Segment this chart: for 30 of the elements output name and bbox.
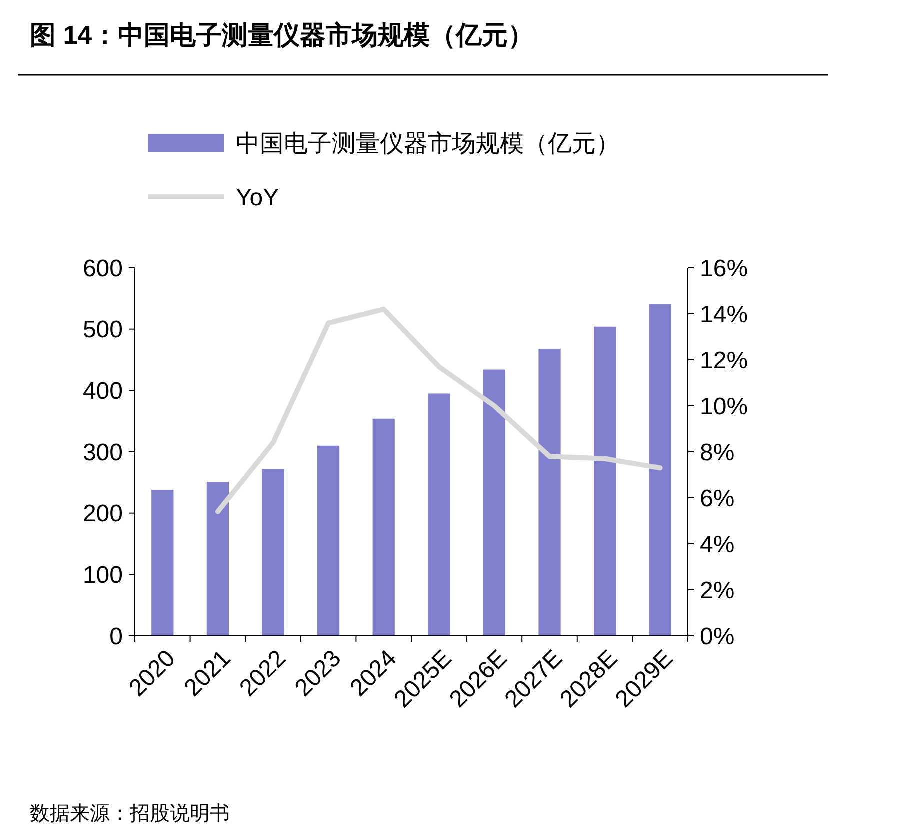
y2-tick-label: 12% — [700, 347, 748, 374]
y2-tick-label: 6% — [700, 485, 735, 512]
y-tick-label: 600 — [82, 255, 123, 282]
bar — [649, 304, 672, 636]
bar — [483, 370, 506, 636]
bar — [262, 469, 284, 636]
chart-title: 图 14：中国电子测量仪器市场规模（亿元） — [30, 20, 534, 50]
y2-tick-label: 8% — [700, 439, 735, 466]
y-tick-label: 400 — [82, 378, 123, 406]
y2-tick-label: 14% — [700, 301, 748, 328]
y-tick-label: 500 — [82, 316, 123, 344]
y2-tick-label: 4% — [700, 531, 735, 558]
y2-tick-label: 2% — [700, 577, 735, 604]
y-tick-label: 200 — [82, 500, 123, 528]
bar — [372, 418, 395, 636]
bar — [428, 394, 450, 636]
legend-label: 中国电子测量仪器市场规模（亿元） — [236, 130, 620, 158]
bar — [594, 326, 616, 636]
legend-label: YoY — [236, 184, 280, 212]
source-note: 数据来源：招股说明书 — [30, 803, 230, 825]
y2-tick-label: 0% — [700, 623, 735, 650]
bar — [538, 348, 561, 636]
y-tick-label: 0 — [110, 623, 123, 650]
bar — [206, 482, 230, 636]
bar — [317, 446, 340, 636]
y2-tick-label: 16% — [700, 255, 748, 282]
y-tick-label: 300 — [82, 439, 123, 466]
y-tick-label: 100 — [82, 562, 123, 590]
y2-tick-label: 10% — [700, 393, 748, 420]
bar — [152, 490, 174, 636]
